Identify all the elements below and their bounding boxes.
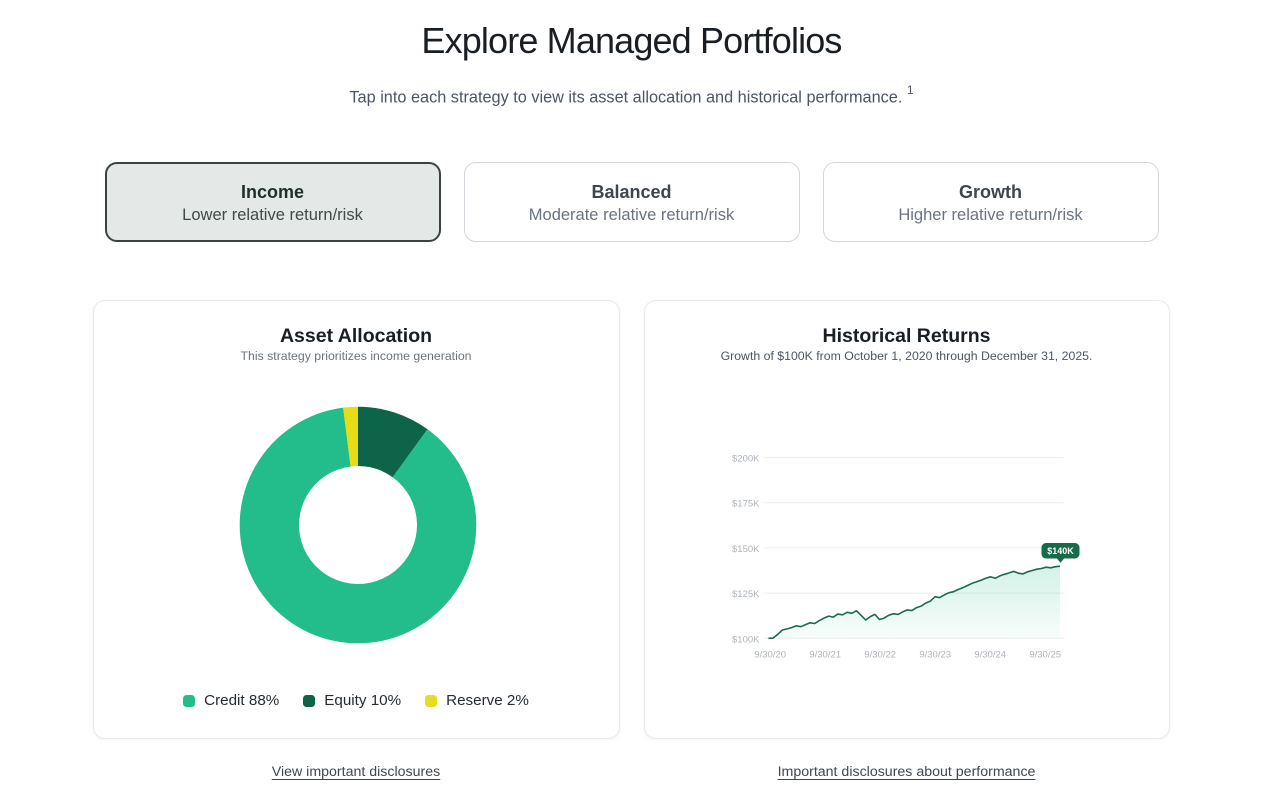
svg-text:$175K: $175K [732, 499, 760, 510]
svg-text:9/30/23: 9/30/23 [919, 650, 951, 661]
svg-text:9/30/24: 9/30/24 [974, 650, 1006, 661]
svg-text:$100K: $100K [732, 634, 760, 645]
svg-text:$140K: $140K [1047, 546, 1074, 556]
svg-text:$150K: $150K [732, 544, 760, 555]
svg-text:$200K: $200K [732, 454, 760, 465]
svg-text:9/30/20: 9/30/20 [754, 650, 786, 661]
svg-text:9/30/21: 9/30/21 [809, 650, 841, 661]
svg-text:9/30/22: 9/30/22 [864, 650, 896, 661]
svg-text:9/30/25: 9/30/25 [1029, 650, 1061, 661]
svg-text:$125K: $125K [732, 589, 760, 600]
